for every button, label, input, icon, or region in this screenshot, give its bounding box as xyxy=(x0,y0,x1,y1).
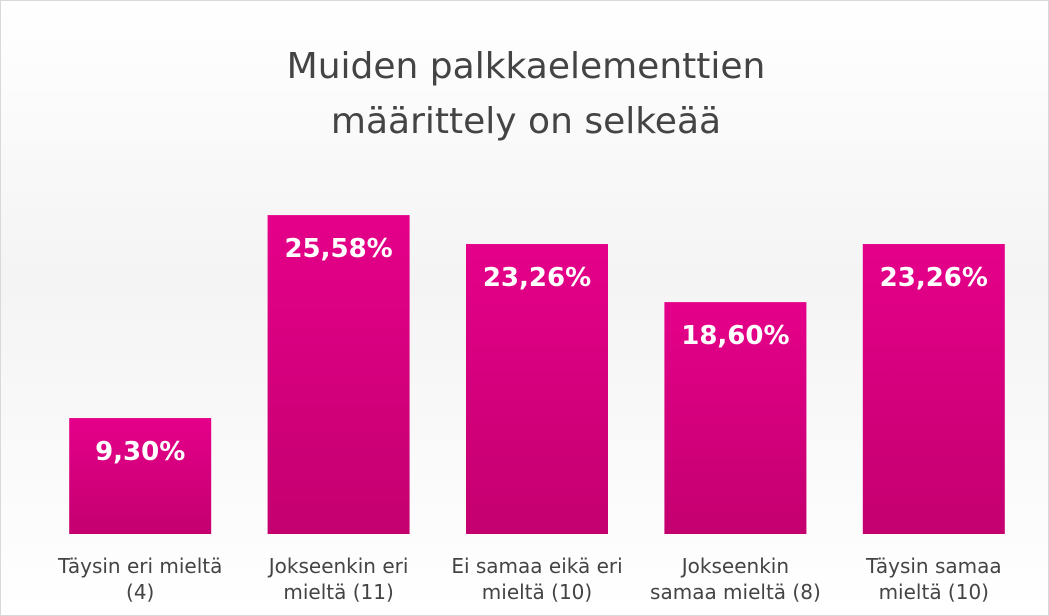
x-tick-label: Jokseenkin samaa mieltä (8) xyxy=(650,554,821,604)
value-label: 23,26% xyxy=(483,263,591,293)
x-tick-label: Jokseenkin eri mieltä (11) xyxy=(268,554,409,604)
value-label: 18,60% xyxy=(681,321,789,351)
bar xyxy=(664,302,807,534)
x-tick-label: Ei samaa eikä eri mieltä (10) xyxy=(451,554,623,604)
bar xyxy=(69,418,212,534)
bar xyxy=(267,215,410,534)
bar xyxy=(466,244,608,534)
bar xyxy=(862,244,1005,534)
x-tick-label: Täysin samaa mieltä (10) xyxy=(865,554,1002,604)
value-label: 9,30% xyxy=(95,437,185,467)
value-label: 23,26% xyxy=(880,263,988,293)
value-label: 25,58% xyxy=(284,234,392,264)
x-tick-label: Täysin eri mieltä (4) xyxy=(57,554,223,604)
chart-title: Muiden palkkaelementtien määrittely on s… xyxy=(286,46,766,142)
